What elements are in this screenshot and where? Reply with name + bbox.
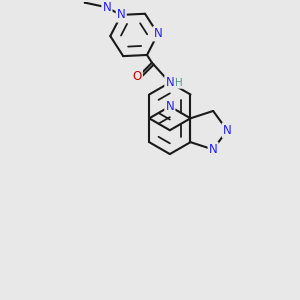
- Text: N: N: [154, 27, 162, 40]
- Text: N: N: [117, 8, 126, 21]
- Text: N: N: [223, 124, 232, 137]
- Text: N: N: [166, 76, 174, 89]
- Text: H: H: [175, 78, 183, 88]
- Text: N: N: [209, 143, 218, 156]
- Text: N: N: [166, 100, 174, 113]
- Text: O: O: [133, 70, 142, 83]
- Text: N: N: [103, 1, 111, 14]
